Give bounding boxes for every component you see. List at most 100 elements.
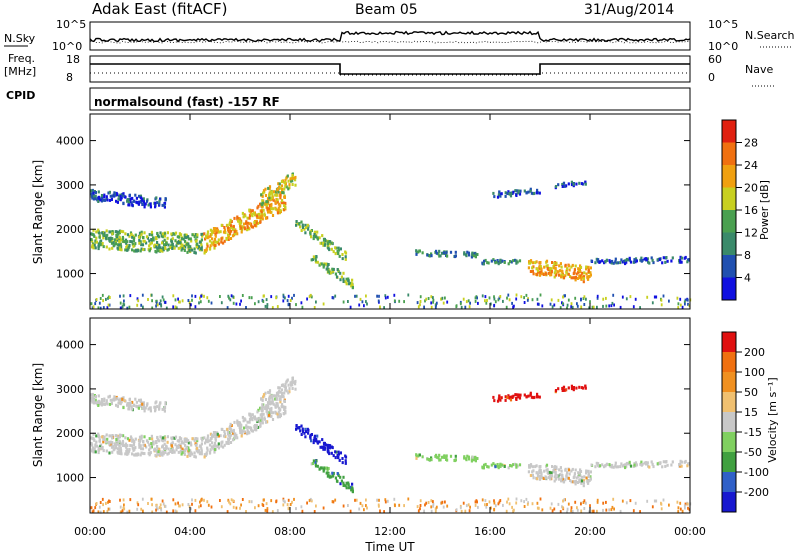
velocity-cell [280, 388, 284, 392]
power-cell [415, 249, 418, 253]
power-cell [158, 302, 161, 306]
power-cell [309, 231, 312, 235]
velocity-cell [279, 395, 282, 399]
power-cell [128, 234, 131, 238]
velocity-cell [93, 447, 96, 451]
power-cell [122, 294, 125, 298]
power-cell [632, 305, 635, 309]
power-cell [260, 210, 263, 214]
velocity-cell [138, 439, 141, 443]
power-cell [580, 305, 583, 309]
velocity-cell [272, 394, 276, 398]
power-cell [548, 266, 551, 270]
power-cell [209, 228, 212, 232]
velocity-cell [277, 410, 280, 414]
power-cell [561, 185, 564, 188]
power-cell [159, 197, 162, 201]
velocity-cell [307, 431, 310, 435]
velocity-cell [489, 506, 492, 510]
power-cell [419, 303, 421, 307]
velocity-cell [145, 439, 149, 443]
velocity-ytick-label: 1000 [56, 472, 84, 485]
velocity-cell [585, 501, 587, 505]
velocity-cell [132, 448, 135, 452]
velocity-cell [149, 409, 152, 413]
power-cell [614, 260, 617, 264]
power-cell [176, 241, 179, 245]
power-cell [281, 188, 284, 191]
velocity-cell [268, 408, 272, 411]
velocity-cell [103, 402, 107, 406]
velocity-cell [470, 459, 473, 463]
velocity-cell [502, 503, 504, 507]
velocity-cell [483, 463, 486, 467]
velocity-cell [214, 432, 218, 436]
velocity-cell [460, 509, 463, 513]
velocity-cell [140, 436, 143, 440]
power-cell [332, 267, 335, 271]
velocity-cell [564, 467, 567, 471]
velocity-cell [136, 507, 139, 511]
velocity-cell [233, 420, 236, 424]
velocity-cell [251, 418, 254, 422]
velocity-cell [263, 416, 266, 420]
power-cell [579, 264, 582, 268]
power-cell [276, 187, 279, 191]
power-cell [260, 193, 263, 197]
power-cell [287, 179, 290, 183]
nsearch-tick-top: 10^5 [708, 18, 738, 31]
power-cell [155, 236, 158, 239]
velocity-cell [476, 457, 479, 460]
velocity-cell [97, 399, 100, 403]
power-cell [529, 270, 532, 273]
velocity-cell [122, 406, 125, 410]
power-cell [434, 305, 437, 309]
velocity-cell [585, 469, 588, 473]
velocity-cell [117, 436, 120, 440]
power-cell [293, 293, 295, 297]
velocity-cell [510, 464, 513, 468]
power-cell [108, 237, 111, 241]
power-cell [679, 303, 682, 307]
velocity-cell [237, 423, 240, 427]
velocity-cell [430, 509, 433, 513]
power-cell [490, 259, 493, 263]
power-cell [149, 205, 152, 209]
velocity-cell [336, 453, 339, 457]
power-cell [505, 305, 508, 309]
velocity-cell [523, 505, 526, 508]
velocity-cell [256, 410, 259, 414]
velocity-cell [262, 393, 266, 397]
power-cell [131, 203, 134, 207]
power-cell [227, 233, 230, 237]
velocity-cell [154, 409, 157, 413]
velocity-cell [650, 460, 653, 464]
power-ytick-label: 3000 [56, 179, 84, 192]
velocity-cell [641, 463, 644, 466]
velocity-cell [596, 498, 599, 502]
velocity-cell [287, 507, 290, 511]
velocity-cell [584, 386, 587, 390]
velocity-cell [149, 446, 152, 450]
power-cell [582, 297, 585, 300]
velocity-cell [178, 436, 181, 440]
power-cell [128, 305, 131, 309]
velocity-cell [257, 504, 260, 508]
velocity-cell [634, 501, 637, 505]
power-cell [125, 241, 128, 245]
power-cell [328, 242, 331, 246]
velocity-cell [100, 403, 103, 407]
velocity-cell [203, 436, 206, 440]
velocity-cell [342, 484, 345, 487]
velocity-cell [305, 430, 308, 434]
power-cell [178, 300, 180, 304]
power-colorbar-segment [722, 255, 736, 278]
velocity-cell [170, 436, 173, 440]
velocity-cell [262, 395, 265, 399]
velocity-cell [288, 387, 291, 391]
power-cell [510, 191, 514, 195]
power-cell [472, 254, 475, 258]
velocity-cell [113, 447, 116, 451]
velocity-cell [95, 440, 98, 444]
velocity-cell [484, 499, 487, 503]
